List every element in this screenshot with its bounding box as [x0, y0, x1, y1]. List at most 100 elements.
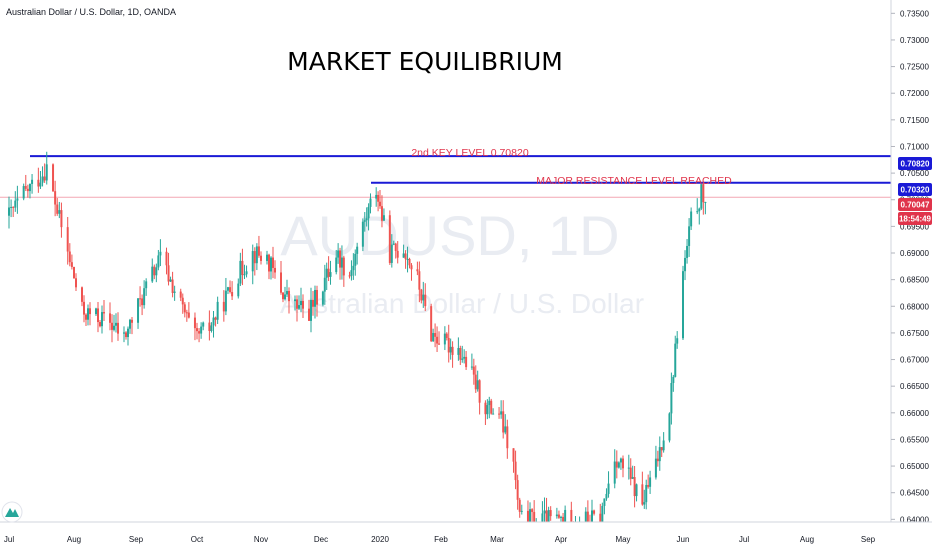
price-tick-label: 0.68000 [900, 302, 929, 311]
candle [476, 370, 479, 392]
resistance-price-label: 0.70320 [901, 186, 930, 195]
candle [674, 335, 677, 378]
candle [68, 243, 71, 267]
candle [672, 374, 675, 392]
candle [12, 206, 15, 217]
candle [472, 358, 475, 385]
candle [369, 193, 372, 214]
candle [329, 260, 332, 285]
candle [682, 265, 684, 340]
candle [410, 263, 413, 281]
candle [459, 345, 462, 365]
candle [167, 252, 170, 286]
candle [586, 500, 589, 522]
candle [394, 242, 397, 259]
candle [58, 201, 61, 219]
candle [272, 246, 274, 279]
candle [380, 195, 383, 228]
price-tick-label: 0.68500 [900, 276, 929, 285]
candle [649, 470, 652, 494]
candle [557, 510, 560, 519]
candle [615, 450, 618, 479]
candle [284, 286, 286, 301]
candle [200, 322, 203, 339]
candle [316, 285, 318, 317]
candle [430, 303, 433, 343]
candle [432, 328, 435, 343]
candle [658, 436, 661, 471]
candle [470, 353, 473, 370]
candle [54, 180, 57, 217]
candle [506, 419, 509, 459]
current-price-tag: 0.70047 [898, 198, 932, 211]
candle [686, 239, 689, 264]
candle [490, 398, 493, 415]
candle [274, 260, 276, 279]
candle [500, 400, 503, 419]
candle [85, 313, 87, 327]
candle [89, 302, 91, 326]
candle [547, 506, 550, 522]
candle [16, 185, 19, 214]
time-scale[interactable]: Jul Aug Sep Oct Nov Dec 2020 Feb Mar Apr May Jun Jul… [4, 535, 876, 544]
candle [443, 326, 446, 351]
price-tick-label: 0.65000 [900, 462, 929, 471]
time-tick-label: Oct [191, 535, 204, 544]
candle [367, 203, 370, 231]
candle [312, 291, 314, 316]
candle [629, 458, 632, 486]
candle [39, 170, 42, 189]
price-tick-label: 0.64500 [900, 489, 929, 498]
candle [492, 408, 495, 415]
candle [196, 322, 198, 340]
candle [365, 207, 368, 227]
candle [361, 218, 364, 252]
key-level-price-tag: 0.70820 [898, 157, 932, 170]
candle [641, 471, 644, 506]
candle [115, 313, 117, 333]
candle [654, 445, 657, 480]
price-scale[interactable]: 0.73500 0.73000 0.72500 0.72000 0.71500 0.710… [891, 9, 929, 524]
price-tick-label: 0.67500 [900, 329, 929, 338]
candle [416, 261, 419, 276]
candle [676, 331, 679, 349]
tradingview-logo-icon[interactable] [1, 501, 23, 523]
candle [350, 260, 353, 281]
candle [288, 287, 290, 314]
candle [474, 365, 477, 393]
candle [643, 489, 646, 509]
candle [445, 332, 448, 341]
candle [111, 314, 113, 343]
candle [155, 263, 158, 283]
candle [224, 277, 227, 316]
candle [478, 379, 481, 415]
time-tick-label: Aug [800, 535, 814, 544]
candle [584, 507, 587, 522]
candle [645, 479, 648, 510]
candle [327, 256, 330, 282]
price-tick-label: 0.70500 [900, 169, 929, 178]
price-tick-label: 0.65500 [900, 435, 929, 444]
price-tick-label: 0.73500 [900, 9, 929, 18]
candle [543, 497, 546, 522]
price-tick-label: 0.69000 [900, 249, 929, 258]
candle [296, 295, 298, 322]
candle [286, 279, 288, 298]
time-scale-background [0, 523, 932, 550]
candle [484, 400, 487, 425]
countdown-tag: 18:54:49 [898, 212, 932, 225]
candle [599, 503, 602, 522]
symbol-title: Australian Dollar / U.S. Dollar, 1D, OAN… [6, 7, 176, 17]
price-tick-label: 0.66500 [900, 382, 929, 391]
price-tick-label: 0.69500 [900, 222, 929, 231]
candle [627, 454, 630, 480]
candle [520, 504, 523, 515]
candle [179, 288, 182, 302]
candle [704, 201, 707, 215]
candle [123, 326, 125, 343]
candle [696, 198, 699, 215]
candle [529, 502, 532, 522]
candle [377, 191, 380, 212]
candle [26, 184, 29, 198]
